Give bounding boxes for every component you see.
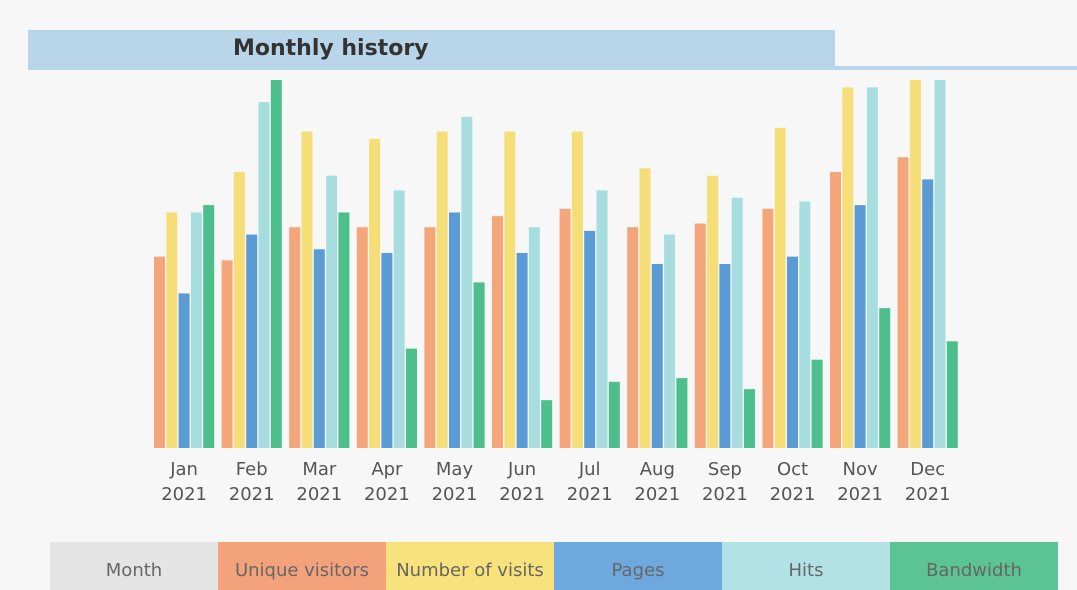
- bar: [584, 230, 596, 448]
- bar: [811, 359, 823, 448]
- chart: [154, 80, 958, 449]
- bar: [842, 87, 854, 449]
- x-tick-label: Feb 2021: [228, 459, 275, 505]
- x-tick-label: Jul 2021: [566, 459, 613, 505]
- bar: [664, 234, 676, 448]
- bar: [719, 264, 731, 448]
- bar: [866, 87, 878, 449]
- bar: [731, 197, 743, 448]
- x-tick-label: Jun 2021: [499, 459, 545, 505]
- bar: [406, 348, 417, 448]
- chart-title: Monthly history: [233, 36, 429, 61]
- legend-header: Month: [50, 542, 218, 590]
- title-bar: Monthly history: [28, 30, 835, 70]
- bar: [381, 252, 393, 448]
- bar: [744, 389, 755, 448]
- bar: [289, 227, 301, 448]
- bar: [233, 172, 245, 448]
- x-tick-label: Apr 2021: [363, 459, 410, 505]
- bar: [596, 190, 608, 448]
- legend-entry: Unique visitors: [218, 542, 386, 590]
- bar: [246, 234, 258, 448]
- bar: [326, 175, 338, 448]
- bar: [774, 127, 786, 448]
- legend-entry: Hits: [722, 542, 890, 590]
- bar: [639, 168, 651, 448]
- bar: [436, 131, 448, 448]
- legend-entry: Pages: [554, 542, 722, 590]
- x-tick-label: May 2021: [431, 459, 478, 505]
- bar: [541, 400, 553, 448]
- bar: [707, 175, 719, 448]
- bar: [762, 208, 774, 448]
- bar: [338, 212, 350, 448]
- bar: [528, 227, 540, 448]
- bar: [909, 80, 921, 448]
- bar: [203, 205, 215, 448]
- bar: [313, 249, 325, 448]
- bar: [492, 216, 503, 448]
- x-tick-label: Mar 2021: [296, 459, 343, 505]
- x-tick-label: Oct 2021: [769, 459, 816, 505]
- bar: [694, 223, 706, 448]
- bar: [270, 80, 282, 448]
- x-tick-label: Aug 2021: [634, 459, 681, 505]
- bar: [854, 205, 866, 448]
- bar: [559, 208, 571, 448]
- bar: [934, 80, 946, 448]
- legend-entry: Number of visits: [386, 542, 554, 590]
- bar: [190, 212, 202, 448]
- legend: Month Unique visitors Number of visits Pag…: [50, 542, 1058, 590]
- bar: [571, 131, 583, 448]
- legend-entry: Bandwidth: [890, 542, 1058, 590]
- bar: [301, 131, 313, 448]
- bar: [393, 190, 405, 448]
- x-tick-label: Nov 2021: [837, 459, 883, 505]
- bar: [787, 256, 798, 448]
- bar: [922, 179, 934, 449]
- x-tick-label: Jan 2021: [161, 459, 207, 505]
- bar: [879, 308, 891, 448]
- bar: [830, 172, 841, 448]
- bar: [897, 157, 909, 448]
- x-tick-label: Dec 2021: [904, 459, 951, 505]
- bar: [516, 252, 528, 448]
- bar: [946, 341, 958, 448]
- bar: [504, 131, 516, 448]
- bar: [369, 138, 381, 448]
- bar: [627, 227, 639, 448]
- bar: [154, 256, 165, 448]
- bar: [473, 282, 485, 448]
- bar: [424, 227, 436, 448]
- x-tick-label: Sep 2021: [701, 459, 748, 505]
- bar: [461, 116, 473, 449]
- bar: [651, 264, 663, 448]
- bar: [799, 201, 811, 448]
- bar: [676, 378, 688, 448]
- title-rule: [835, 66, 1077, 70]
- bar: [449, 212, 460, 448]
- bar: [221, 260, 233, 448]
- bar: [356, 227, 368, 448]
- bar: [166, 212, 178, 448]
- bar: [178, 293, 190, 448]
- bar: [608, 381, 620, 448]
- bar: [258, 102, 270, 448]
